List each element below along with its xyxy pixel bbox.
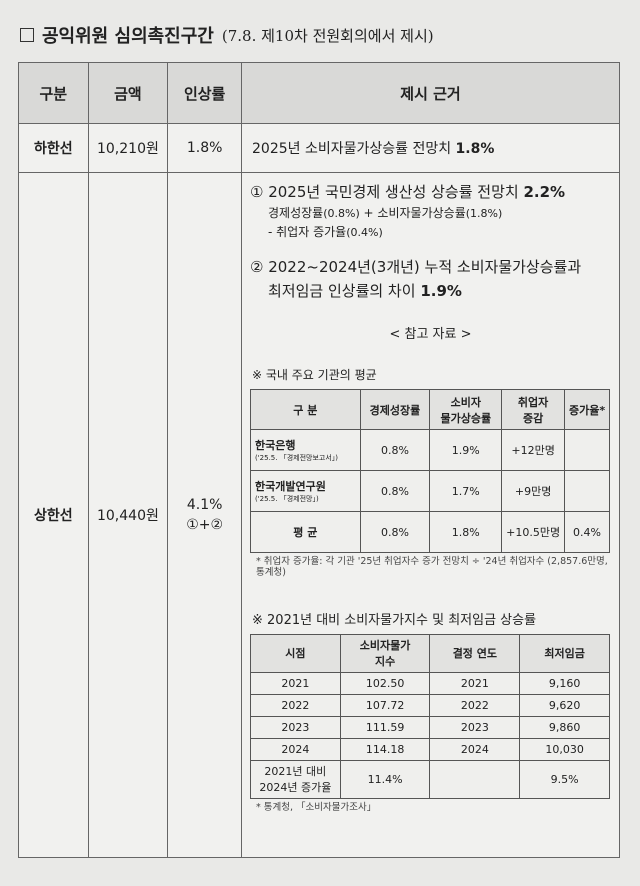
table1-title: ※ 국내 주요 기관의 평균: [252, 368, 377, 382]
table1-note: * 취업자 증가율: 각 기관 '25년 취업자수 증가 전망치 ÷ '24년 …: [256, 556, 608, 579]
checkbox-icon: [20, 28, 34, 42]
table-row: 2022 107.72 2022 9,620: [250, 693, 610, 717]
upper-rate: 4.1% ①+②: [167, 172, 242, 858]
lower-label: 하한선: [18, 123, 89, 173]
item-1: ① 2025년 국민경제 생산성 상승률 전망치 2.2%: [250, 183, 566, 201]
row-upper: 상한선 10,440원 4.1% ①+② ① 2025년 국민경제 생산성 상승률…: [18, 172, 620, 858]
main-table: 구분 금액 인상률 제시 근거 하한선 10,210원 1.8% 2025년 소…: [18, 62, 620, 858]
table-row: 평 균 0.8% 1.8% +10.5만명 0.4%: [250, 511, 610, 553]
table2-title: ※ 2021년 대비 소비자물가지수 및 최저임금 상승률: [252, 612, 537, 628]
document-title: 공익위원 심의촉진구간 (7.8. 제10차 전원회의에서 제시): [20, 22, 434, 48]
table-row: 한국개발연구원 ('25.5. 「경제전망」) 0.8% 1.7% +9만명: [250, 470, 610, 512]
header-basis: 제시 근거: [241, 62, 620, 124]
lower-amount: 10,210원: [87, 123, 169, 173]
upper-amount: 10,440원: [87, 172, 169, 858]
lower-rate: 1.8%: [167, 123, 242, 173]
table-row: 2023 111.59 2023 9,860: [250, 715, 610, 739]
reference-heading: < 참고 자료 >: [389, 327, 472, 342]
table-row: 2021 102.50 2021 9,160: [250, 671, 610, 695]
header-rate: 인상률: [167, 62, 242, 124]
header-amount: 금액: [87, 62, 169, 124]
upper-basis: ① 2025년 국민경제 생산성 상승률 전망치 2.2% 경제성장률(0.8%…: [241, 172, 620, 858]
table-row: 2021년 대비 2024년 증가율 11.4% 9.5%: [250, 759, 610, 799]
lower-basis: 2025년 소비자물가상승률 전망치 1.8%: [241, 123, 620, 173]
row-lower: 하한선 10,210원 1.8% 2025년 소비자물가상승률 전망치 1.8%: [18, 123, 620, 173]
table2-note: * 통계청, 「소비자물가조사」: [256, 801, 377, 813]
cpi-wage-table: 시점 소비자물가 지수 결정 연도 최저임금 2021 102.50 2021 9,1…: [250, 633, 610, 799]
header-category: 구분: [18, 62, 89, 124]
upper-label: 상한선: [18, 172, 89, 858]
table-row: 한국은행 ('25.5. 「경제전망보고서」) 0.8% 1.9% +12만명: [250, 429, 610, 471]
item-2: ② 2022~2024년(3개년) 누적 소비자물가상승률과: [250, 258, 582, 276]
table-row: 2024 114.18 2024 10,030: [250, 737, 610, 761]
institution-table: 구 분 경제성장률 소비자 물가상승률 취업자 증감 증가율* 한국은행 ('25…: [250, 389, 610, 553]
header-row: 구분 금액 인상률 제시 근거: [18, 62, 620, 124]
